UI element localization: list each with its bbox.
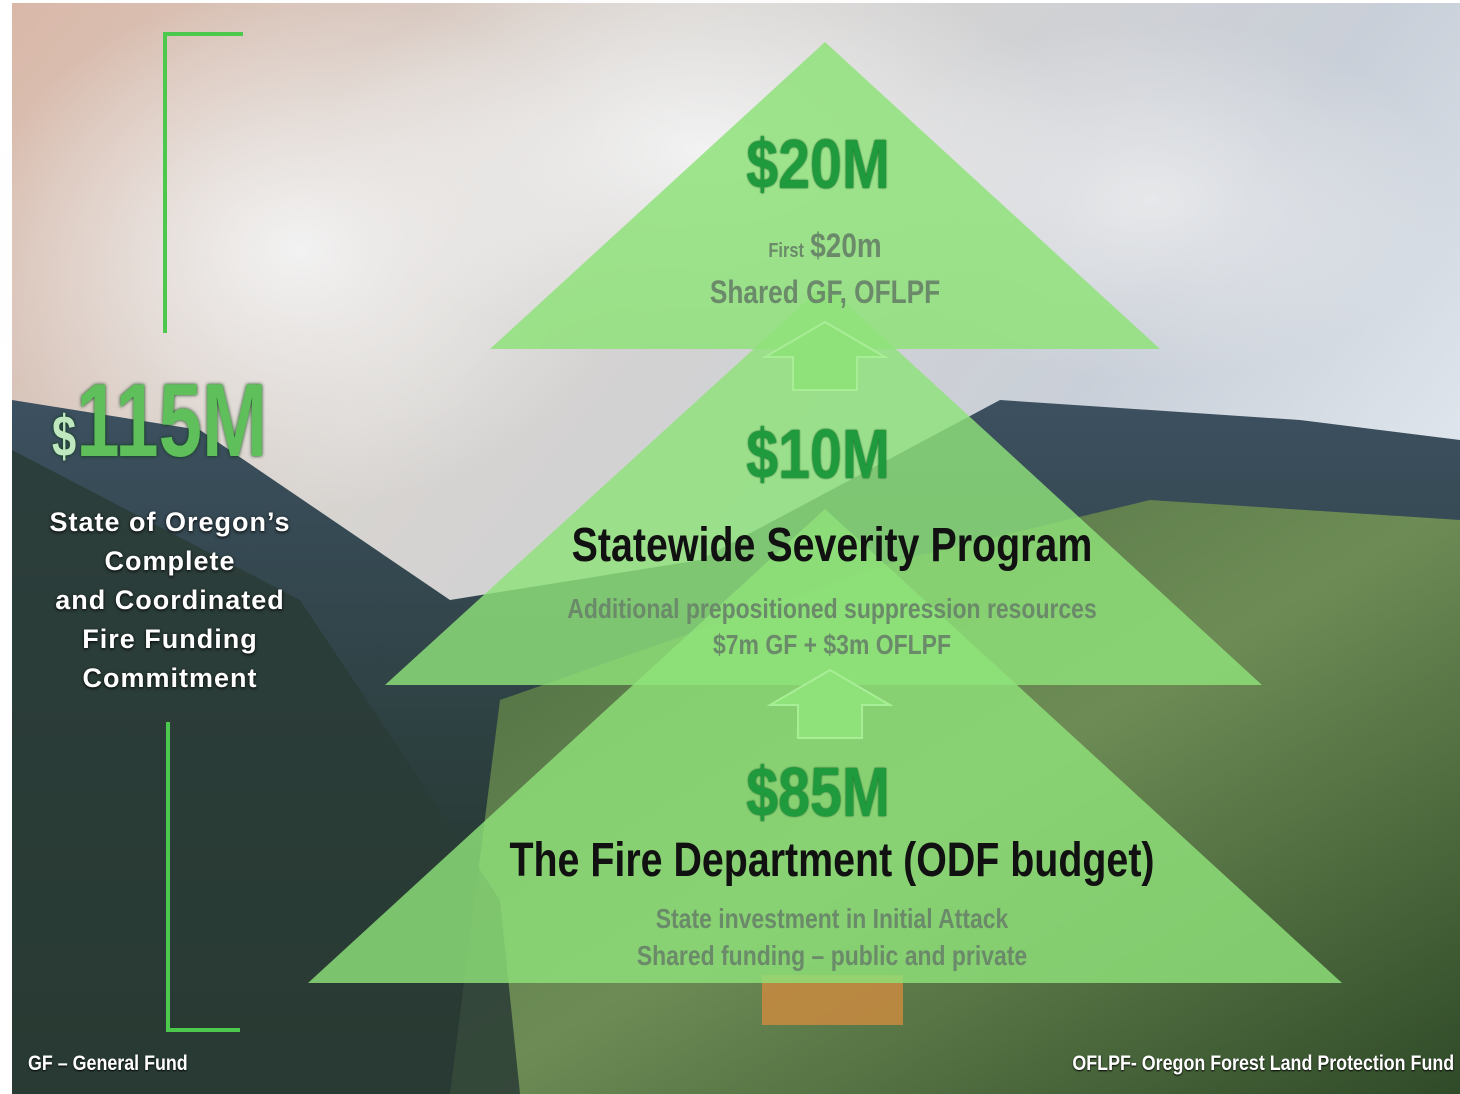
- tier-line: Shared GF, OFLPF: [709, 274, 941, 310]
- arrow: [761, 320, 889, 391]
- tier-top: [490, 42, 1160, 349]
- tier-sub: First $20m: [768, 228, 881, 269]
- tier-amount: $85M: [746, 753, 890, 831]
- total-currency: $: [52, 404, 77, 469]
- footnote-right: OFLPF- Oregon Forest Land Protection Fun…: [1072, 1052, 1454, 1075]
- total-amount: 115M: [76, 363, 268, 479]
- total: $115M: [52, 362, 267, 481]
- tier-title: The Fire Department (ODF budget): [509, 834, 1155, 887]
- desc-line: State of Oregon’s: [49, 507, 291, 537]
- tree: [308, 42, 1342, 1025]
- desc-line: Commitment: [82, 663, 258, 693]
- tier-bottom: [308, 509, 1342, 983]
- footnote-left: GF – General Fund: [28, 1052, 188, 1075]
- desc-line: and Coordinated: [55, 585, 285, 615]
- trunk: [762, 975, 903, 1025]
- desc-line: Fire Funding: [82, 624, 258, 654]
- tier-line: Shared funding – public and private: [636, 940, 1028, 971]
- bracket: [163, 32, 243, 1032]
- desc-line: Complete: [104, 546, 236, 576]
- tier-amount: $10M: [746, 415, 890, 493]
- tier-line: State investment in Initial Attack: [655, 903, 1009, 934]
- arrow: [766, 668, 894, 739]
- tier-title: Statewide Severity Program: [571, 519, 1093, 572]
- tier-line: Additional prepositioned suppression res…: [567, 593, 1097, 624]
- tier-line: $7m GF + $3m OFLPF: [713, 629, 951, 660]
- tier-middle: [385, 284, 1262, 685]
- total-description: State of Oregon’s Complete and Coordinat…: [49, 503, 290, 698]
- prefix: First: [768, 240, 804, 262]
- subamount: $20m: [810, 227, 882, 265]
- tier-amount: $20M: [746, 125, 890, 203]
